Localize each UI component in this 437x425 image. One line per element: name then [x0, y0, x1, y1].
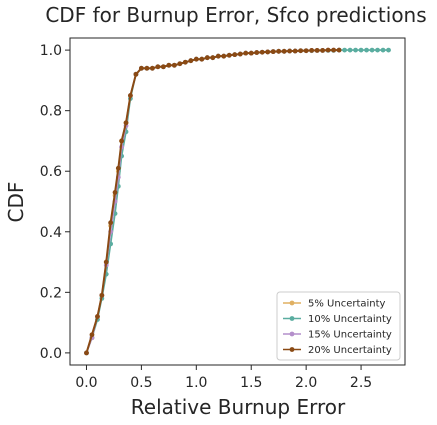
- data-point: [298, 48, 303, 53]
- legend-swatch-marker: [290, 347, 295, 352]
- data-point: [353, 48, 358, 53]
- data-point: [144, 66, 149, 71]
- data-point: [238, 52, 243, 57]
- y-tick-label: 0.2: [40, 285, 62, 301]
- data-point: [315, 48, 320, 53]
- data-point: [95, 314, 100, 319]
- x-tick-label: 0.5: [130, 375, 152, 391]
- data-point: [287, 49, 292, 54]
- legend-label: 20% Uncertainty: [308, 345, 392, 356]
- y-tick-label: 1.0: [40, 43, 62, 59]
- data-point: [320, 48, 325, 53]
- data-point: [161, 64, 166, 69]
- data-point: [166, 63, 171, 68]
- data-point: [265, 50, 270, 55]
- chart-title: CDF for Burnup Error, Sfco predictions: [45, 3, 426, 27]
- data-point: [326, 48, 331, 53]
- data-point: [386, 48, 391, 53]
- data-point: [113, 190, 118, 195]
- data-point: [282, 49, 287, 54]
- data-point: [199, 57, 204, 62]
- legend: 5% Uncertainty 10% Uncertainty 15% Uncerta…: [277, 292, 400, 360]
- y-tick-label: 0.4: [40, 225, 62, 241]
- x-tick-label: 1.0: [185, 375, 207, 391]
- data-point: [205, 55, 210, 60]
- x-axis-label: Relative Burnup Error: [131, 395, 346, 419]
- x-tick-label: 2.0: [295, 375, 317, 391]
- data-point: [249, 51, 254, 56]
- data-point: [309, 48, 314, 53]
- x-tick-label: 1.5: [240, 375, 262, 391]
- data-point: [99, 293, 104, 298]
- data-point: [381, 48, 386, 53]
- data-point: [119, 139, 124, 144]
- data-point: [155, 64, 160, 69]
- data-point: [128, 93, 133, 98]
- data-point: [254, 50, 259, 55]
- data-point: [232, 52, 237, 57]
- data-point: [260, 50, 265, 55]
- data-point: [221, 54, 226, 59]
- data-point: [172, 63, 177, 68]
- data-point: [271, 49, 276, 54]
- data-point: [331, 48, 336, 53]
- data-point: [84, 350, 89, 355]
- data-point: [216, 54, 221, 59]
- legend-swatch-marker: [290, 301, 295, 306]
- data-point: [210, 55, 215, 60]
- data-point: [194, 57, 199, 62]
- legend-label: 15% Uncertainty: [308, 330, 392, 341]
- legend-swatch-marker: [290, 316, 295, 321]
- y-tick-label: 0.0: [40, 346, 62, 362]
- data-point: [364, 48, 369, 53]
- y-tick-label: 0.6: [40, 164, 62, 180]
- data-point: [150, 66, 155, 71]
- data-point: [90, 332, 95, 337]
- legend-label: 10% Uncertainty: [308, 314, 392, 325]
- data-point: [116, 166, 121, 171]
- data-point: [139, 66, 144, 71]
- data-point: [183, 60, 188, 65]
- y-tick-label: 0.8: [40, 104, 62, 120]
- legend-label: 5% Uncertainty: [308, 299, 386, 310]
- data-point: [134, 72, 139, 77]
- data-point: [276, 49, 281, 54]
- data-point: [188, 58, 193, 63]
- data-point: [370, 48, 375, 53]
- data-point: [304, 48, 309, 53]
- x-tick-label: 0.0: [75, 375, 97, 391]
- data-point: [227, 53, 232, 58]
- data-point: [104, 260, 109, 265]
- legend-swatch-marker: [290, 332, 295, 337]
- data-point: [243, 51, 248, 56]
- data-point: [293, 49, 298, 54]
- data-point: [108, 220, 113, 225]
- data-point: [337, 48, 342, 53]
- data-point: [124, 120, 129, 125]
- data-point: [375, 48, 380, 53]
- y-axis-label: CDF: [4, 182, 28, 223]
- data-point: [348, 48, 353, 53]
- x-tick-label: 2.5: [350, 375, 372, 391]
- data-point: [177, 61, 182, 66]
- data-point: [359, 48, 364, 53]
- data-point: [342, 48, 347, 53]
